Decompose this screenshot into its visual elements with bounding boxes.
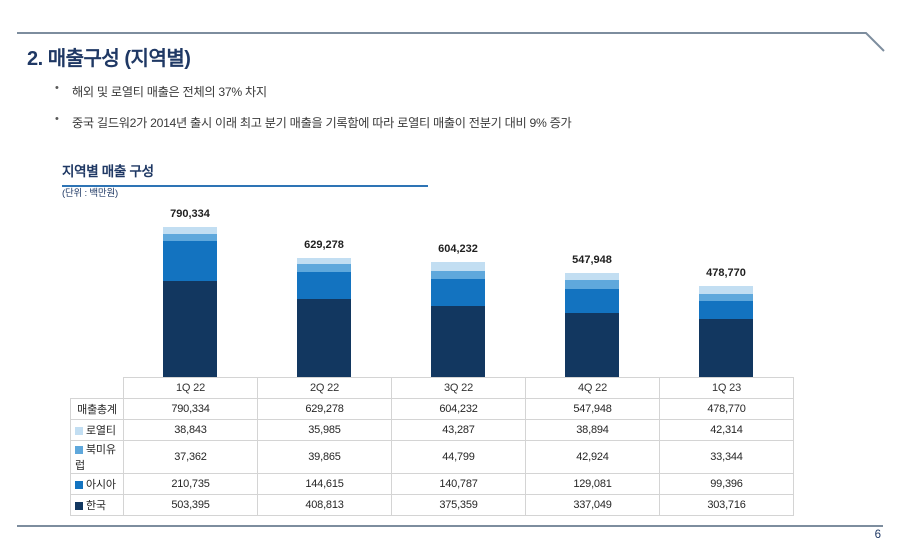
bar-segment-asia: [163, 241, 217, 282]
table-row-korea: 한국 503,395 408,813 375,359 337,049 303,716: [70, 494, 794, 516]
bar-segment-na-europe: [565, 280, 619, 289]
stacked-bar: [431, 262, 485, 377]
bar-segment-royalty: [163, 227, 217, 235]
stacked-bar: [699, 286, 753, 377]
bar-total-label: 790,334: [170, 208, 210, 221]
bullet-item: 해외 및 로열티 매출은 전체의 37% 차지: [55, 82, 571, 100]
value-cell-asia: 129,081: [525, 473, 660, 495]
legend-swatch-na-europe: [75, 446, 83, 454]
table-row-royalty: 로열티 38,843 35,985 43,287 38,894 42,314: [70, 419, 794, 441]
value-cell-korea: 337,049: [525, 494, 660, 516]
row-label-total: 매출총계: [70, 398, 124, 420]
total-value-cell: 547,948: [525, 398, 660, 420]
column-header: 3Q 22: [391, 377, 526, 399]
value-cell-asia: 140,787: [391, 473, 526, 495]
total-value-cell: 604,232: [391, 398, 526, 420]
legend-swatch-korea: [75, 502, 83, 510]
revenue-table: 1Q 22 2Q 22 3Q 22 4Q 22 1Q 23 매출총계 790,334 629,…: [70, 377, 794, 516]
bar-total-label: 629,278: [304, 238, 344, 251]
value-cell-na-europe: 44,799: [391, 440, 526, 474]
bar-segment-asia: [565, 288, 619, 314]
chart-section-title: 지역별 매출 구성: [62, 160, 428, 187]
chart-column-2q22: 629,278: [257, 205, 391, 377]
table-row-asia: 아시아 210,735 144,615 140,787 129,081 99,396: [70, 473, 794, 495]
value-cell-korea: 408,813: [257, 494, 392, 516]
chart-column-3q22: 604,232: [391, 205, 525, 377]
bar-segment-asia: [297, 271, 351, 300]
value-cell-royalty: 43,287: [391, 419, 526, 441]
bar-total-label: 478,770: [706, 267, 746, 280]
table-corner-cell: [71, 378, 124, 399]
bar-segment-royalty: [565, 273, 619, 281]
value-cell-asia: 210,735: [123, 473, 258, 495]
bottom-rule-decoration: [17, 525, 883, 527]
chart-column-1q22: 790,334: [123, 205, 257, 377]
bar-segment-royalty: [699, 286, 753, 295]
bar-segment-royalty: [431, 262, 485, 271]
value-cell-na-europe: 39,865: [257, 440, 392, 474]
legend-swatch-royalty: [75, 427, 83, 435]
bar-segment-asia: [431, 279, 485, 306]
row-label-na-europe: 북미유럽: [70, 440, 124, 474]
bar-total-label: 604,232: [438, 243, 478, 256]
bar-segment-korea: [699, 319, 753, 377]
value-cell-korea: 503,395: [123, 494, 258, 516]
stacked-bar-chart: 790,334 629,278 604,232 547,948 478,770: [70, 205, 793, 377]
legend-swatch-asia: [75, 481, 83, 489]
bar-segment-korea: [163, 281, 217, 377]
chart-column-1q23: 478,770: [659, 205, 793, 377]
column-header: 1Q 22: [123, 377, 258, 399]
bar-segment-korea: [431, 305, 485, 377]
bar-segment-na-europe: [699, 294, 753, 301]
value-cell-royalty: 35,985: [257, 419, 392, 441]
stacked-bar: [565, 273, 619, 377]
value-cell-korea: 303,716: [659, 494, 794, 516]
table-row-na-europe: 북미유럽 37,362 39,865 44,799 42,924 33,344: [70, 440, 794, 474]
table-header-row: 1Q 22 2Q 22 3Q 22 4Q 22 1Q 23: [71, 377, 794, 399]
total-value-cell: 478,770: [659, 398, 794, 420]
row-label-royalty: 로열티: [70, 419, 124, 441]
slide-title: 2. 매출구성 (지역별): [27, 48, 191, 70]
column-header: 1Q 23: [659, 377, 794, 399]
row-label-asia: 아시아: [70, 473, 124, 495]
value-cell-na-europe: 42,924: [525, 440, 660, 474]
page-number: 6: [874, 529, 881, 541]
value-cell-royalty: 38,894: [525, 419, 660, 441]
bar-segment-na-europe: [297, 264, 351, 272]
bullet-item: 중국 길드워2가 2014년 출시 이래 최고 분기 매출을 기록함에 따라 로…: [55, 113, 572, 131]
stacked-bar: [297, 257, 351, 377]
table-row-total: 매출총계 790,334 629,278 604,232 547,948 478,770: [70, 398, 794, 420]
total-value-cell: 790,334: [123, 398, 258, 420]
bar-total-label: 547,948: [572, 254, 612, 267]
value-cell-royalty: 38,843: [123, 419, 258, 441]
value-cell-asia: 99,396: [659, 473, 794, 495]
bar-segment-korea: [565, 313, 619, 377]
row-label-korea: 한국: [70, 494, 124, 516]
bar-segment-royalty: [297, 257, 351, 265]
unit-label: (단위 : 백만원): [62, 188, 118, 199]
stacked-bar: [163, 227, 217, 377]
column-header: 2Q 22: [257, 377, 392, 399]
bar-segment-na-europe: [163, 234, 217, 242]
total-value-cell: 629,278: [257, 398, 392, 420]
value-cell-na-europe: 37,362: [123, 440, 258, 474]
value-cell-asia: 144,615: [257, 473, 392, 495]
value-cell-royalty: 42,314: [659, 419, 794, 441]
bullet-list: 해외 및 로열티 매출은 전체의 37% 차지 중국 길드워2가 2014년 출…: [55, 82, 572, 144]
chart-column-4q22: 547,948: [525, 205, 659, 377]
bar-segment-korea: [297, 299, 351, 377]
column-header: 4Q 22: [525, 377, 660, 399]
value-cell-na-europe: 33,344: [659, 440, 794, 474]
bar-segment-na-europe: [431, 270, 485, 280]
value-cell-korea: 375,359: [391, 494, 526, 516]
bar-segment-asia: [699, 300, 753, 320]
